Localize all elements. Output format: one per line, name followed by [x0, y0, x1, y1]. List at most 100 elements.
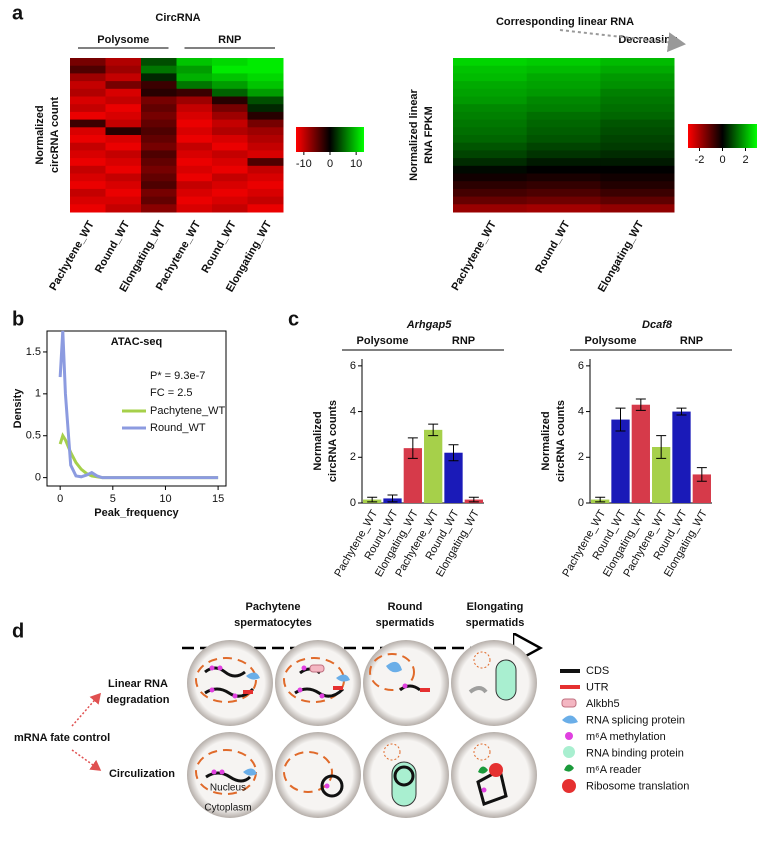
colorbar-label: 0 [719, 154, 725, 166]
heat-cell [453, 150, 528, 159]
ribosome [489, 763, 503, 777]
density-line [58, 432, 219, 480]
heat-cell [526, 73, 601, 82]
heat-cell [526, 111, 601, 121]
heat-cell [70, 65, 106, 74]
heat-cell [141, 181, 177, 190]
heat-cell [212, 73, 248, 82]
heat-cell [141, 65, 177, 74]
heat-cell [105, 111, 142, 121]
group-label: Polysome [97, 34, 149, 46]
heat-cell [247, 173, 284, 182]
chart-title: Corresponding linear RNA [496, 16, 634, 28]
fate-arrow [71, 692, 101, 727]
chart-title: Arhgap5 [406, 319, 453, 331]
nucleus [283, 751, 333, 793]
heat-cell [453, 135, 528, 144]
heat-cell [141, 158, 177, 167]
heat-cell [70, 104, 106, 113]
density-line [58, 330, 219, 480]
heat-cell [105, 204, 142, 213]
heat-cell [212, 104, 248, 113]
heat-cell [526, 142, 601, 151]
error-bar [696, 467, 707, 482]
heat-cell [212, 150, 248, 159]
heat-cell [70, 81, 106, 90]
heat-cell [176, 111, 213, 121]
legend-label: Round_WT [150, 422, 206, 434]
root-label: mRNA fate control [14, 732, 110, 744]
y-axis-label: Normalized [312, 411, 324, 470]
y-axis-label: RNA FPKM [423, 106, 435, 164]
heat-cell [176, 181, 213, 190]
bar [611, 419, 630, 503]
bar [403, 448, 422, 503]
heat-cell [247, 181, 284, 190]
heat-cell [70, 150, 106, 159]
heat-cell [176, 204, 213, 213]
heat-cell [453, 119, 528, 128]
stage-label: spermatids [466, 617, 525, 629]
heat-cell [212, 165, 248, 174]
y-tick-label: 0 [350, 497, 356, 509]
heat-cell [141, 111, 177, 121]
heat-cell [70, 158, 106, 167]
heat-cell [141, 96, 177, 105]
heat-cell [176, 142, 213, 151]
m6a-dots [209, 665, 487, 793]
heat-cell [526, 188, 601, 198]
nucleus [383, 743, 401, 761]
compartment-label: Cytoplasm [204, 803, 251, 814]
bar [444, 452, 463, 503]
heat-cell [453, 173, 528, 182]
heat-cell [600, 135, 675, 144]
heat-cell [176, 58, 213, 67]
heat-cell [526, 127, 601, 136]
heat-cell [141, 188, 177, 198]
heat-cell [600, 127, 675, 136]
legend-label: RNA binding protein [586, 747, 684, 759]
heat-cell [453, 73, 528, 82]
heat-cell [247, 158, 284, 167]
chart-title: CircRNA [155, 12, 200, 24]
heat-cell [247, 73, 284, 82]
heat-cell [105, 150, 142, 159]
heat-cell [176, 96, 213, 105]
heat-cell [105, 158, 142, 167]
row-label: Linear RNA [108, 678, 168, 690]
cells: Nucleus Cytoplasm [187, 640, 537, 818]
heat-cell [453, 96, 528, 105]
heat-cell [526, 204, 601, 213]
heat-cell [526, 173, 601, 182]
bar [652, 447, 671, 503]
heat-cell [453, 88, 528, 97]
heat-cell [247, 196, 284, 205]
nucleus [195, 657, 257, 703]
legend-label: m⁶A methylation [586, 731, 666, 743]
heat-cell [600, 142, 675, 151]
heat-cell [212, 188, 248, 198]
x-tick-label: 15 [212, 493, 224, 505]
error-bar [635, 398, 646, 411]
group-label: RNP [218, 34, 241, 46]
heat-cell [212, 142, 248, 151]
x-tick-label: Round_WT [93, 219, 133, 276]
heat-cell [212, 173, 248, 182]
heat-cell [526, 135, 601, 144]
heat-cell [141, 204, 177, 213]
heat-cell [105, 173, 142, 182]
y-tick-label: 1.5 [26, 346, 41, 358]
heat-cell [212, 58, 248, 67]
heat-cell [105, 188, 142, 198]
legend-label: RNA splicing protein [586, 714, 685, 726]
annotation: FC = 2.5 [150, 387, 193, 399]
heat-cell [176, 158, 213, 167]
legend-label: m⁶A reader [586, 764, 642, 776]
heat-cell [105, 135, 142, 144]
nucleus [369, 653, 415, 691]
heat-cell [141, 88, 177, 97]
y-tick-label: 0.5 [26, 430, 41, 442]
cell [451, 640, 537, 726]
x-tick-label: Elongating_WT [596, 219, 647, 295]
heat-cell [600, 88, 675, 97]
